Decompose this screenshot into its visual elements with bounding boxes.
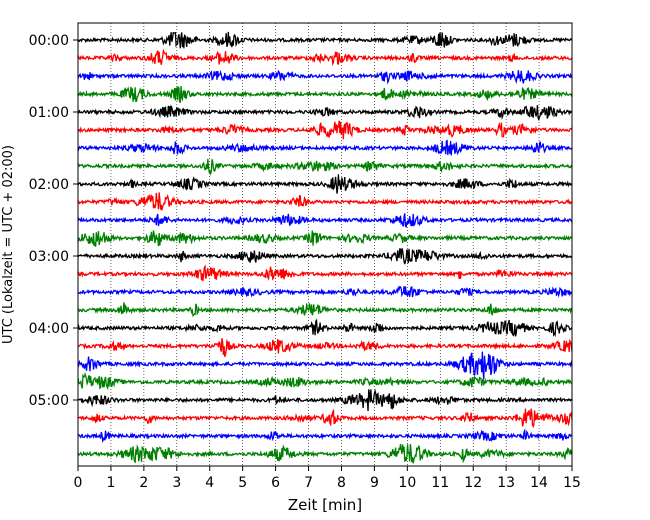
trace-19 [77,371,573,391]
x-tick-label-5: 5 [238,475,247,491]
x-tick-label-6: 6 [271,475,280,491]
x-tick-label-2: 2 [139,475,148,491]
trace-17 [77,338,573,357]
x-tick-label-15: 15 [563,475,581,491]
trace-21 [77,408,573,429]
trace-2 [77,69,573,85]
trace-3 [77,85,573,104]
y-tick-label-2: 02:00 [29,177,69,193]
trace-12 [77,248,573,265]
x-tick-label-3: 3 [172,475,181,491]
x-tick-label-7: 7 [304,475,313,491]
x-tick-label-0: 0 [74,475,83,491]
grid-lines [110,23,540,466]
x-axis-ticks: 0 1 2 3 4 5 6 7 8 9 10 11 12 13 14 15 [74,466,581,491]
trace-8 [77,174,573,194]
trace-16 [77,318,573,338]
x-tick-label-13: 13 [497,475,515,491]
trace-4 [77,104,573,122]
x-tick-label-10: 10 [398,475,416,491]
x-tick-label-1: 1 [106,475,115,491]
traces [77,31,573,464]
y-tick-label-4: 04:00 [29,321,69,337]
trace-0 [77,31,573,49]
trace-1 [77,48,573,67]
x-tick-label-14: 14 [530,475,548,491]
trace-18 [77,351,573,380]
y-tick-label-0: 00:00 [29,33,69,49]
y-tick-label-3: 03:00 [29,249,69,265]
trace-7 [77,158,573,177]
x-tick-label-4: 4 [205,475,214,491]
trace-23 [77,443,573,464]
x-tick-label-9: 9 [370,475,379,491]
trace-14 [77,285,573,298]
y-axis-label: UTC (Lokalzeit = UTC + 02:00) [1,145,16,344]
trace-9 [77,192,573,211]
trace-10 [77,213,573,228]
y-axis-ticks: 00:00 01:00 02:00 03:00 04:00 05:00 [29,33,78,409]
trace-22 [77,428,573,444]
plot-frame [77,22,573,467]
trace-20 [77,388,573,411]
x-axis-label: Zeit [min] [288,496,362,514]
trace-5 [77,120,573,140]
y-tick-label-1: 01:00 [29,105,69,121]
trace-15 [77,302,573,318]
x-tick-label-12: 12 [464,475,482,491]
trace-11 [77,230,573,247]
trace-13 [77,264,573,282]
x-tick-label-11: 11 [431,475,449,491]
trace-6 [77,139,573,156]
y-tick-label-5: 05:00 [29,393,69,409]
x-tick-label-8: 8 [337,475,346,491]
